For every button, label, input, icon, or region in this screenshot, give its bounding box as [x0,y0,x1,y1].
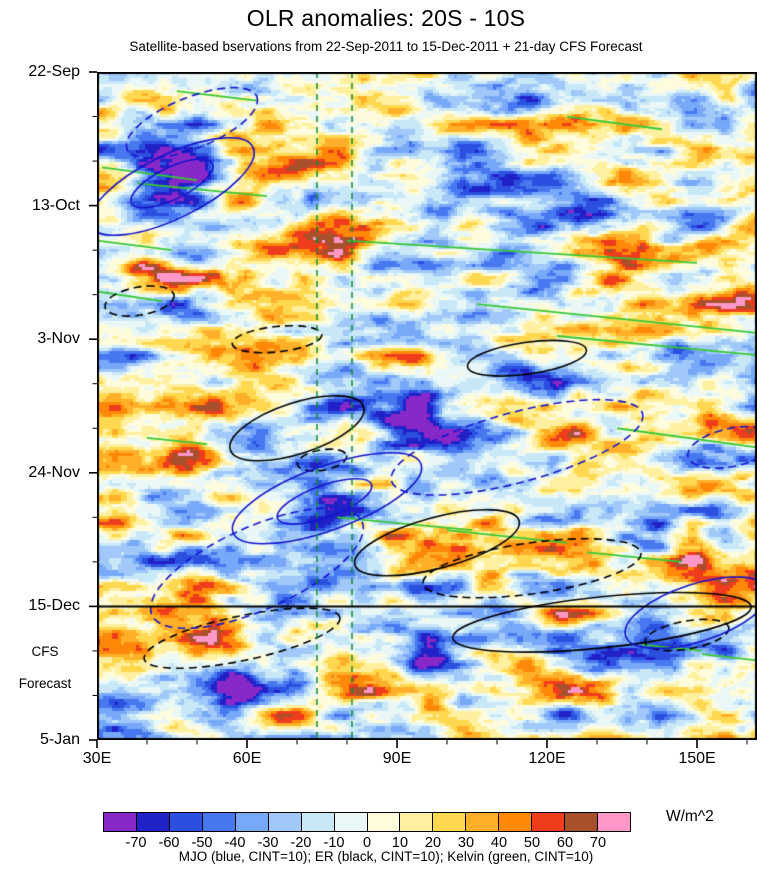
colorbar-tick-label: -10 [323,835,345,851]
colorbar-cell [598,813,630,831]
colorbar-cell [301,813,335,831]
colorbar-cell [367,813,401,831]
x-axis-tick-label: 120E [528,750,566,767]
x-axis-tick-label: 30E [82,750,112,767]
forecast-label: Forecast [18,676,72,691]
colorbar-cell [466,813,500,831]
colorbar-cell [235,813,269,831]
colorbar-tick-label: 60 [556,835,574,851]
colorbar-tick-label: -70 [125,835,147,851]
colorbar-tick-label: 20 [424,835,442,851]
chart-subtitle: Satellite-based bservations from 22-Sep-… [129,39,643,54]
colorbar-tick-label: -50 [191,835,213,851]
colorbar-tick-label: 0 [362,835,372,851]
colorbar-cell [268,813,302,831]
colorbar-tick-label: 50 [523,835,541,851]
contour-legend-text: MJO (blue, CINT=10); ER (black, CINT=10)… [178,849,594,864]
colorbar-cell [499,813,533,831]
x-axis-tick-label: 60E [232,750,262,767]
colorbar-cell [532,813,566,831]
colorbar-tick-label: -20 [290,835,312,851]
colorbar-cell [202,813,236,831]
colorbar-tick-label: 30 [457,835,475,851]
y-axis-tick-label: 5-Jan [39,731,80,748]
colorbar [103,812,631,832]
colorbar-cell [136,813,170,831]
colorbar-cell [334,813,368,831]
x-axis-tick-label: 90E [382,750,412,767]
y-axis-tick-label: 3-Nov [37,330,80,348]
y-axis-tick-label: 22-Sep [28,63,80,80]
colorbar-tick-label: -60 [158,835,180,851]
y-axis-tick-label: 24-Nov [28,463,80,481]
colorbar-cell [433,813,467,831]
colorbar-tick-label: 40 [490,835,508,851]
hovmoller-plot [97,72,757,740]
colorbar-tick-label: 70 [589,835,607,851]
colorbar-cell [565,813,599,831]
chart-title: OLR anomalies: 20S - 10S [246,5,526,31]
colorbar-cell [400,813,434,831]
units-label: W/m^2 [666,808,714,825]
cfs-label: CFS [31,644,59,659]
colorbar-cell [104,813,137,831]
colorbar-tick-label: 10 [391,835,409,851]
y-axis-tick-label: 13-Oct [31,196,80,214]
y-axis-tick-label: 15-Dec [28,597,80,615]
x-axis-tick-label: 150E [678,750,716,767]
colorbar-tick-label: -40 [224,835,246,851]
colorbar-tick-label: -30 [257,835,279,851]
colorbar-cell [169,813,203,831]
